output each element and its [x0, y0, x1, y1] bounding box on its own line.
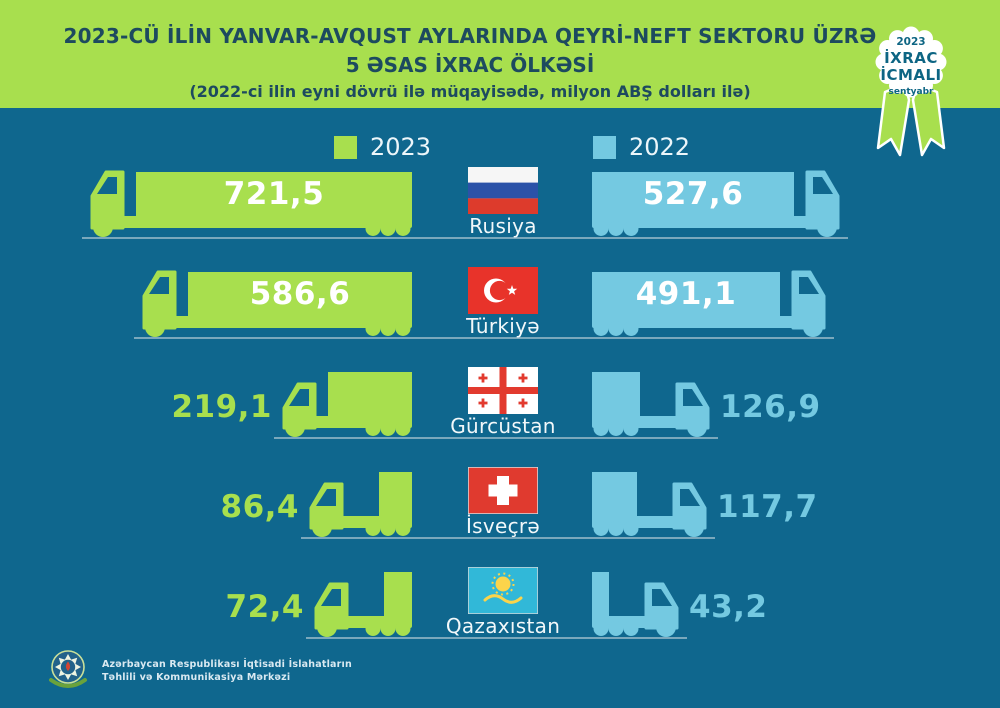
bar-2023: 721,5 [0, 160, 412, 260]
value-2023-label: 86,4 [220, 489, 299, 525]
header-band: 2023-CÜ İLİN YANVAR-AVQUST AYLARINDA QEY… [0, 0, 1000, 108]
bar-2022: 117,7 [592, 460, 1000, 560]
country-row: 86,4 İsveçrə 117,7 [0, 460, 1000, 560]
badge-year: 2023 [896, 36, 925, 48]
row-baseline [82, 237, 848, 239]
value-2023-label: 72,4 [225, 589, 304, 625]
truck-2023-icon [314, 572, 412, 637]
country-row: 586,6 Türkiyə 491,1 [0, 260, 1000, 360]
row-baseline [306, 637, 687, 639]
chart-rows: 721,5 Rusiya 527,6 586,6 T [0, 160, 1000, 660]
country-row: 219,1 Gürcüstan 126,9 [0, 360, 1000, 460]
bar-2023: 586,6 [0, 260, 412, 360]
badge-ribbons-icon [876, 82, 946, 157]
flag-turkiye-icon [468, 267, 538, 314]
bar-2022: 43,2 [592, 560, 1000, 660]
truck-2022-icon [592, 170, 840, 237]
row-baseline [134, 337, 834, 339]
bar-2023: 86,4 [0, 460, 412, 560]
value-2022-label: 117,7 [717, 489, 818, 525]
badge-month: sentyabr [889, 87, 935, 97]
bar-2022: 126,9 [592, 360, 1000, 460]
truck-2022-icon [592, 372, 710, 437]
country-label: İsveçrə [465, 514, 541, 538]
value-2023-label: 586,6 [249, 276, 351, 312]
badge-title-line1: İXRAC [884, 48, 938, 67]
truck-2022-icon [592, 472, 707, 537]
value-2022-label: 43,2 [689, 589, 768, 625]
truck-2023-icon [90, 170, 412, 237]
bar-2023: 72,4 [0, 560, 412, 660]
truck-2022-icon [592, 572, 679, 637]
country-label: Qazaxıstan [445, 614, 561, 638]
flag-georgia-icon [468, 367, 538, 414]
legend-label-2023: 2023 [370, 133, 432, 161]
badge-seal-icon [875, 26, 947, 98]
legend-swatch-2023 [334, 135, 357, 159]
page-subtitle: (2022-ci ilin eyni dövrü ilə müqayisədə,… [189, 82, 751, 101]
badge-title-line2: İCMALI [880, 65, 941, 84]
flag-kazakhstan-icon [468, 567, 538, 614]
export-review-badge: 2023 İXRAC İCMALI sentyabr [875, 26, 947, 157]
legend-label-2022: 2022 [629, 133, 691, 161]
row-baseline [274, 437, 718, 439]
country-label: Türkiyə [466, 314, 540, 338]
footer: Azərbaycan Respublikası İqtisadi İslahat… [46, 646, 352, 696]
country-label: Rusiya [469, 214, 537, 238]
value-2022-label: 126,9 [720, 389, 821, 425]
truck-2023-icon [282, 372, 412, 437]
bar-2022: 491,1 [592, 260, 1000, 360]
legend-item-2022: 2022 [593, 133, 690, 161]
page-title-line1: 2023-CÜ İLİN YANVAR-AVQUST AYLARINDA QEY… [63, 24, 877, 48]
value-2023-label: 721,5 [223, 176, 325, 212]
country-label: Gürcüstan [450, 414, 556, 438]
bar-2022: 527,6 [592, 160, 1000, 260]
footer-org-line1: Azərbaycan Respublikası İqtisadi İslahat… [102, 659, 352, 670]
legend-item-2023: 2023 [334, 133, 431, 161]
truck-2023-icon [142, 270, 412, 337]
azerbaijan-emblem-icon [46, 646, 90, 696]
page-title-line2: 5 ƏSAS İXRAC ÖLKƏSİ [345, 53, 595, 77]
value-2022-label: 491,1 [635, 276, 737, 312]
flag-russia-icon [468, 167, 538, 214]
row-baseline [301, 537, 715, 539]
bar-2023: 219,1 [0, 360, 412, 460]
country-row: 72,4 Qazaxıstan 43,2 [0, 560, 1000, 660]
truck-2022-icon [592, 270, 826, 337]
country-row: 721,5 Rusiya 527,6 [0, 160, 1000, 260]
truck-2023-icon [309, 472, 412, 537]
footer-org-line2: Təhlili və Kommunikasiya Mərkəzi [102, 672, 291, 683]
legend-swatch-2022 [593, 135, 616, 159]
flag-switzerland-icon [468, 467, 538, 514]
value-2022-label: 527,6 [642, 176, 744, 212]
value-2023-label: 219,1 [171, 389, 272, 425]
